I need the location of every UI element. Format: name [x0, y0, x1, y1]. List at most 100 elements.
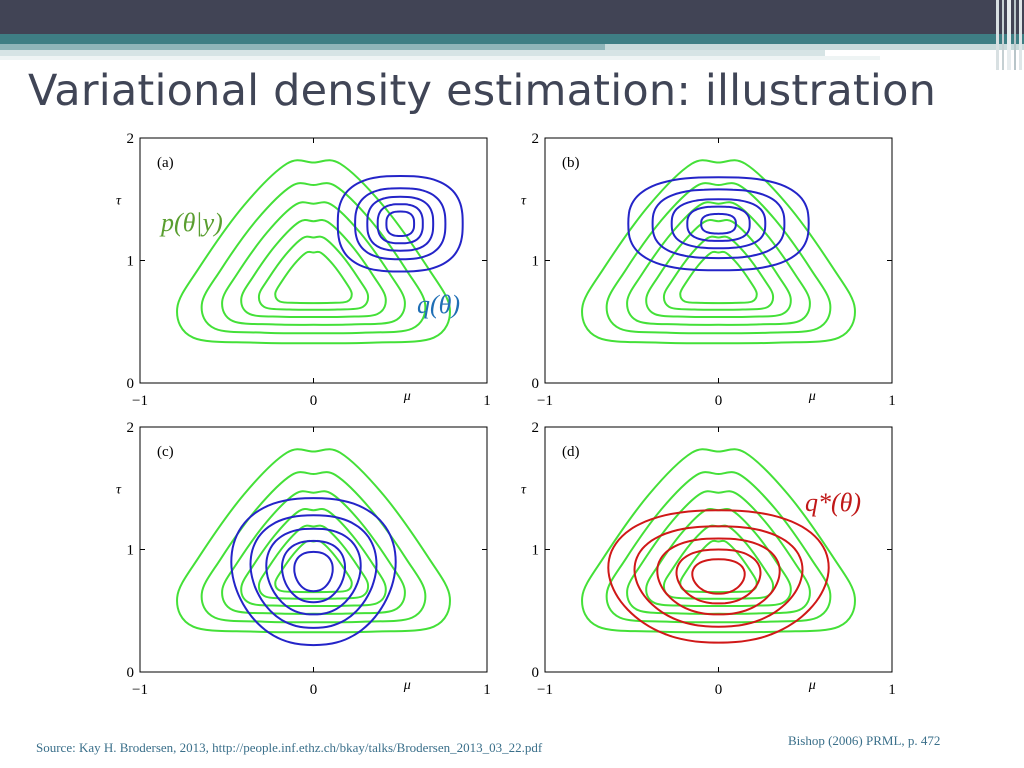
header-band-white: [825, 50, 1024, 56]
source-note: Source: Kay H. Brodersen, 2013, http://p…: [36, 740, 543, 755]
posterior-contour-2: [605, 182, 832, 335]
y-tick-label: 1: [532, 254, 540, 270]
posterior-contour-3: [221, 201, 406, 326]
posterior-contour-1: [176, 159, 451, 345]
y-axis-label: τ: [116, 193, 122, 208]
q-contour-2: [651, 188, 786, 260]
x-tick-label: −1: [537, 393, 553, 409]
posterior-contour-4: [645, 508, 792, 608]
x-tick-label: −1: [132, 393, 148, 409]
posterior-contour-4: [240, 508, 387, 608]
y-tick-label: 1: [532, 543, 540, 559]
posterior-contour-2: [200, 182, 427, 335]
q-contour-2: [249, 514, 378, 629]
y-tick-label: 2: [127, 420, 135, 436]
edge-stripes-decoration: [996, 0, 1022, 70]
posterior-contour-3: [626, 201, 811, 326]
q-contours: [230, 497, 397, 647]
slide-title: Variational density estimation: illustra…: [28, 66, 937, 116]
panel-label: (a): [157, 155, 174, 171]
q-star-annotation: q*(θ): [805, 488, 861, 517]
q-contour-5: [691, 558, 746, 595]
q-contour-1: [627, 176, 810, 272]
header-band-light: [0, 44, 605, 50]
citation-note: Bishop (2006) PRML, p. 472: [788, 733, 941, 748]
y-tick-label: 2: [532, 420, 540, 436]
y-axis-label: τ: [521, 193, 527, 208]
plot-frame: [139, 137, 488, 384]
q-contour-3: [265, 527, 362, 616]
q-contour-3: [366, 195, 435, 252]
header-band-faint: [0, 56, 880, 60]
panel-label: (c): [157, 444, 174, 460]
x-tick-label: 1: [483, 393, 491, 409]
header-band-pale: [0, 50, 825, 56]
y-tick-label: 1: [127, 543, 135, 559]
panel-label: (d): [562, 444, 580, 460]
q-contour-4: [376, 203, 424, 245]
q-annotation: q(θ): [417, 290, 460, 319]
posterior-contour-1: [176, 448, 451, 634]
x-axis-label: μ: [403, 678, 411, 693]
y-tick-label: 0: [127, 665, 135, 681]
x-axis-label: μ: [808, 389, 816, 404]
plot-frame: [139, 426, 488, 673]
q-contour-4: [686, 205, 751, 242]
y-axis-label: τ: [521, 482, 527, 497]
y-tick-label: 0: [532, 376, 540, 392]
q-contour-3: [656, 537, 781, 616]
posterior-contour-6: [679, 250, 758, 305]
q-contour-1: [336, 174, 464, 273]
q-contour-2: [354, 187, 447, 261]
q-contour-5: [700, 212, 737, 235]
q-contours: [627, 176, 810, 272]
posterior-annotation: p(θ|y): [159, 208, 223, 237]
posterior-contour-2: [200, 471, 427, 624]
y-tick-label: 2: [127, 131, 135, 147]
q-contours: [336, 174, 464, 273]
header-band-lighter: [605, 44, 1024, 50]
q-contour-1: [230, 497, 397, 647]
x-tick-label: 0: [715, 682, 723, 698]
posterior-contour-4: [240, 219, 387, 319]
posterior-contour-5: [257, 524, 370, 600]
x-tick-label: 1: [888, 393, 896, 409]
header-band: [0, 34, 1024, 44]
x-tick-label: −1: [132, 682, 148, 698]
y-tick-label: 1: [127, 254, 135, 270]
x-tick-label: 1: [888, 682, 896, 698]
plot-frame: [544, 137, 893, 384]
q-contour-4: [675, 548, 762, 605]
x-axis-label: μ: [403, 389, 411, 404]
posterior-contour-1: [581, 448, 856, 634]
q-contour-5: [293, 550, 334, 593]
posterior-contour-1: [581, 159, 856, 345]
posterior-contour-5: [662, 235, 775, 311]
q-contour-3: [670, 198, 767, 250]
y-tick-label: 0: [532, 665, 540, 681]
posterior-contours: [581, 159, 856, 345]
posterior-contours: [176, 159, 451, 345]
x-tick-label: 1: [483, 682, 491, 698]
q-contours: [607, 509, 830, 644]
q-contour-2: [633, 525, 804, 628]
x-tick-label: −1: [537, 682, 553, 698]
x-axis-label: μ: [808, 678, 816, 693]
y-tick-label: 2: [532, 131, 540, 147]
q-contour-1: [607, 509, 830, 644]
x-tick-label: 0: [715, 393, 723, 409]
y-axis-label: τ: [116, 482, 122, 497]
x-tick-label: 0: [310, 393, 318, 409]
top-bar: [0, 0, 1024, 34]
posterior-contour-5: [257, 235, 370, 311]
posterior-contour-6: [679, 539, 758, 594]
posterior-contour-6: [274, 250, 353, 305]
